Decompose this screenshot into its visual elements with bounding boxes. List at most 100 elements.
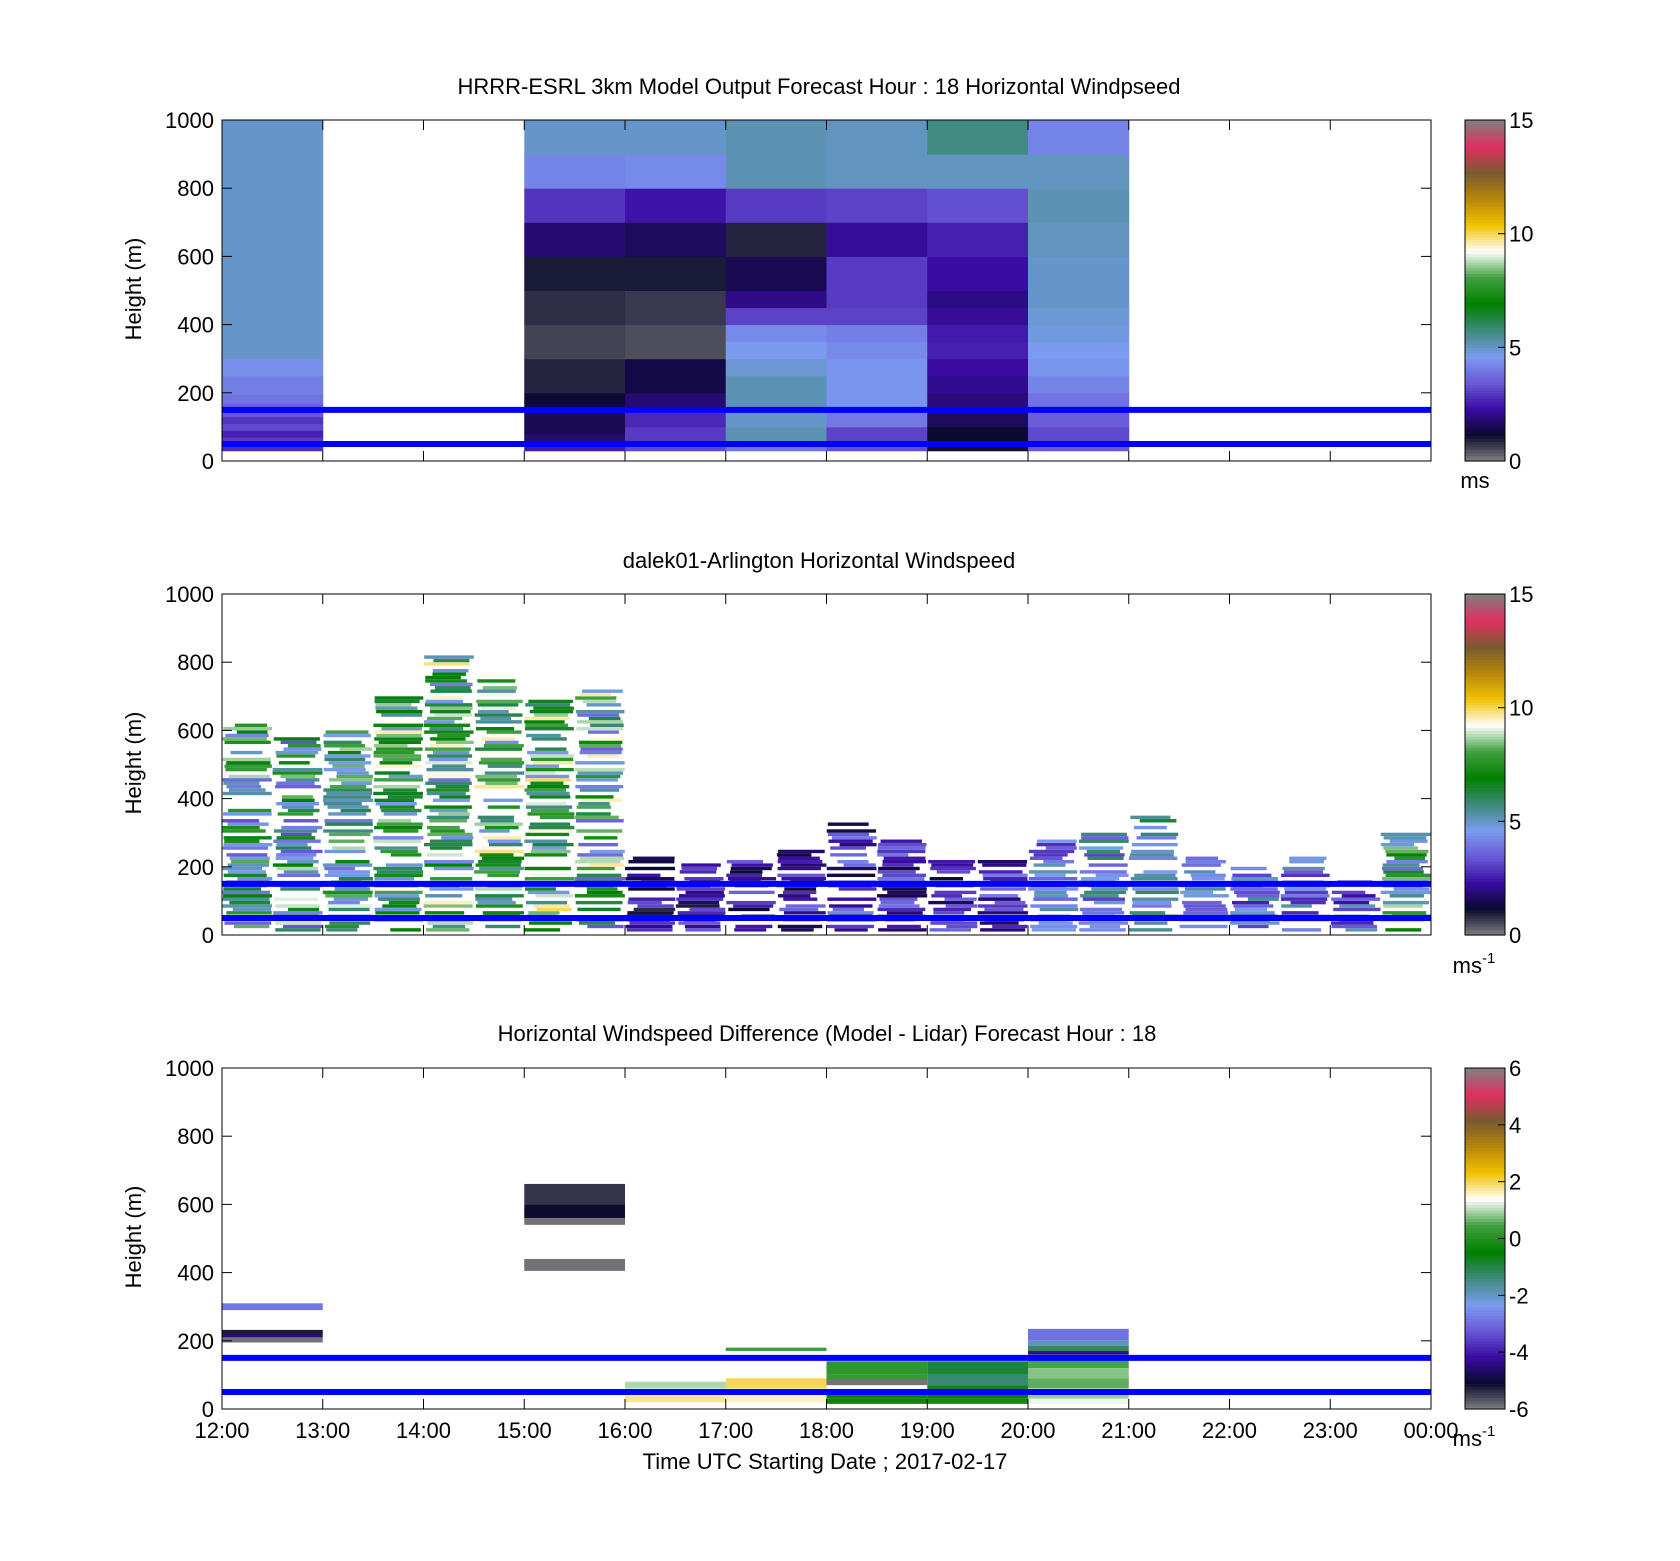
colorbar-segment <box>1465 256 1505 260</box>
lidar-gate <box>1033 853 1068 857</box>
lidar-gate <box>272 767 323 772</box>
heatmap-cell <box>1028 256 1130 309</box>
lidar-gate <box>1281 897 1328 901</box>
heatmap-cell <box>927 188 1029 223</box>
lidar-gate <box>1386 859 1428 864</box>
colorbar-segment <box>1465 304 1505 309</box>
colorbar-segment <box>1465 1374 1505 1379</box>
colorbar-segment <box>1465 182 1505 186</box>
heatmap-cell <box>927 443 1029 452</box>
lidar-gate <box>275 921 322 925</box>
lidar-gate <box>524 716 570 721</box>
colorbar-segment <box>1465 1372 1505 1376</box>
colorbar-segment <box>1465 219 1505 223</box>
lidar-gate <box>1331 890 1366 895</box>
colorbar-segment <box>1465 645 1505 649</box>
lidar-gate <box>477 703 519 707</box>
colorbar-segment <box>1465 176 1505 181</box>
lidar-gate <box>574 767 625 772</box>
lidar-gate <box>525 726 574 731</box>
colorbar-segment <box>1465 276 1505 280</box>
heatmap-cell <box>625 426 727 445</box>
lidar-gate <box>1232 900 1270 905</box>
colorbar-segment <box>1465 1315 1505 1319</box>
colorbar-segment <box>1465 358 1505 363</box>
lidar-gate <box>677 911 726 915</box>
lidar-gate <box>424 911 465 915</box>
lidar-gate <box>1132 900 1172 905</box>
lidar-gate <box>273 839 321 843</box>
colorbar-segment <box>1465 142 1505 147</box>
lidar-gate <box>430 846 462 850</box>
heatmap-cell <box>625 409 727 428</box>
lidar-gate <box>222 819 260 823</box>
lidar-gate <box>432 669 469 673</box>
colorbar-segment <box>1465 676 1505 680</box>
colorbar-segment <box>1465 1212 1505 1217</box>
lidar-gate <box>992 924 1028 929</box>
colorbar-segment <box>1465 818 1505 822</box>
lidar-gate <box>283 747 322 751</box>
x-tick-label: 21:00 <box>1101 1418 1156 1443</box>
lidar-gate <box>426 928 470 932</box>
lidar-gate <box>374 907 422 912</box>
colorbar-tick-label: 4 <box>1509 1113 1521 1138</box>
lidar-gate <box>475 767 523 772</box>
colorbar-segment <box>1465 409 1505 414</box>
lidar-gate <box>936 870 971 874</box>
lidar-gate <box>1038 921 1073 925</box>
lidar-gate <box>276 853 317 857</box>
colorbar-segment <box>1465 1269 1505 1274</box>
lidar-gate <box>1181 863 1221 867</box>
colorbar-segment <box>1465 1082 1505 1086</box>
lidar-gate <box>780 863 827 867</box>
colorbar-segment <box>1465 384 1505 388</box>
lidar-gate <box>328 907 370 912</box>
heatmap-cell <box>927 222 1029 257</box>
colorbar-segment <box>1465 1204 1505 1208</box>
lidar-gate <box>336 774 373 779</box>
lidar-gate <box>374 696 424 700</box>
lidar-gate <box>1281 911 1319 915</box>
lidar-gate <box>373 744 408 748</box>
lidar-gate <box>426 665 465 670</box>
lidar-gate <box>587 730 619 734</box>
colorbar-tick-label: 5 <box>1509 809 1521 834</box>
colorbar-segment <box>1465 906 1505 911</box>
lidar-gate <box>576 829 623 833</box>
lidar-gate <box>929 877 964 881</box>
x-tick-label: 23:00 <box>1303 1418 1358 1443</box>
lidar-gate <box>525 802 567 806</box>
lidar-gate <box>227 870 266 874</box>
lidar-gate <box>589 863 625 867</box>
lidar-gate <box>524 771 556 775</box>
lidar-gate <box>222 897 270 901</box>
colorbar-segment <box>1465 1076 1505 1080</box>
lidar-gate <box>726 859 764 864</box>
colorbar-segment <box>1465 171 1505 175</box>
lidar-gate <box>574 877 625 881</box>
heatmap-cell <box>222 423 324 431</box>
lidar-gate <box>1382 863 1420 867</box>
panel-title: dalek01-Arlington Horizontal Windspeed <box>623 548 1016 573</box>
lidar-gate <box>525 819 575 823</box>
lidar-gate <box>1082 911 1125 915</box>
heatmap-cell <box>524 443 626 452</box>
colorbar-segment <box>1465 344 1505 348</box>
lidar-gate <box>575 761 625 765</box>
lidar-gate <box>222 757 271 762</box>
y-tick-label: 600 <box>177 244 214 269</box>
lidar-gate <box>329 832 371 837</box>
lidar-gate <box>575 709 625 714</box>
heatmap-cell <box>826 341 928 360</box>
lidar-gate <box>477 750 524 755</box>
colorbar-segment <box>1465 1079 1505 1083</box>
lidar-gate <box>1082 897 1125 901</box>
lidar-gate <box>576 873 622 878</box>
colorbar-segment <box>1465 179 1505 184</box>
colorbar-segment <box>1465 347 1505 351</box>
panel-title: Horizontal Windspeed Difference (Model -… <box>498 1021 1157 1046</box>
lidar-gate <box>1230 911 1275 915</box>
lidar-gate <box>324 924 359 929</box>
lidar-gate <box>1283 870 1323 874</box>
